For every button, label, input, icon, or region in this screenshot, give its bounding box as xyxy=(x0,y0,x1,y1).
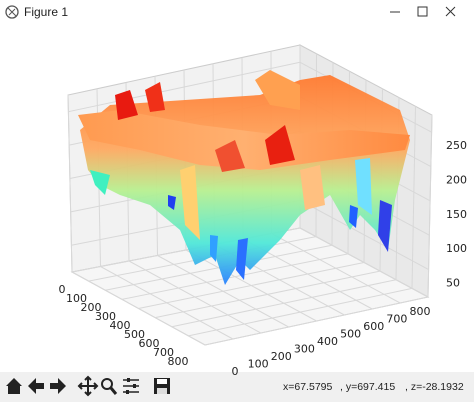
x-tick-label: 200 xyxy=(81,301,102,314)
zoom-button[interactable] xyxy=(101,378,118,395)
surface xyxy=(78,70,410,285)
grid-line xyxy=(188,287,413,337)
y-tick-label: 200 xyxy=(271,350,292,363)
y-tick-label: 700 xyxy=(386,313,407,326)
title-bar xyxy=(0,0,474,28)
grid-line xyxy=(427,114,433,298)
y-tick-label: 400 xyxy=(317,335,338,348)
grid-line xyxy=(68,61,301,113)
x-tick-label: 300 xyxy=(95,310,116,323)
x-tick-label: 700 xyxy=(153,346,174,359)
configure-button[interactable] xyxy=(123,378,139,394)
z-tick-label: 50 xyxy=(446,277,460,290)
grid-line xyxy=(299,227,429,298)
maximize-button[interactable] xyxy=(417,6,428,17)
y-tick-label: 500 xyxy=(340,328,361,341)
grid-line xyxy=(171,279,397,328)
window-title: Figure 1 xyxy=(24,5,68,19)
y-tick-label: 100 xyxy=(248,358,269,371)
y-tick-label: 0 xyxy=(232,365,239,378)
grid-line xyxy=(299,199,429,270)
grid-line xyxy=(138,262,365,309)
y-tick-label: 600 xyxy=(363,320,384,333)
status-z: , z=-28.1932 xyxy=(405,381,464,393)
grid-line xyxy=(411,106,416,289)
grid-line xyxy=(271,233,401,304)
grid-line xyxy=(155,270,381,319)
x-tick-label: 600 xyxy=(139,337,160,350)
z-tick-label: 250 xyxy=(446,139,467,152)
z-tick-label: 100 xyxy=(446,242,467,255)
z-tick-label: 150 xyxy=(446,208,467,221)
status-x: x=67.5795 xyxy=(283,381,332,393)
x-tick-label: 400 xyxy=(110,319,131,332)
z-tick-label: 200 xyxy=(446,174,467,187)
x-tick-label: 800 xyxy=(168,355,189,368)
pan-button[interactable] xyxy=(77,375,99,397)
x-tick-label: 100 xyxy=(66,292,87,305)
grid-line xyxy=(204,296,429,346)
status-y: , y=697.415 xyxy=(340,381,395,393)
grid-line xyxy=(67,94,73,273)
y-tick-label: 300 xyxy=(294,343,315,356)
back-button[interactable] xyxy=(28,378,44,394)
forward-button[interactable] xyxy=(50,378,66,394)
home-button[interactable] xyxy=(6,378,22,394)
y-tick-label: 800 xyxy=(410,305,431,318)
x-tick-label: 0 xyxy=(59,283,66,296)
x-tick-label: 500 xyxy=(124,328,145,341)
save-button[interactable] xyxy=(154,378,170,394)
close-button[interactable] xyxy=(445,6,456,17)
app-icon xyxy=(5,5,19,19)
